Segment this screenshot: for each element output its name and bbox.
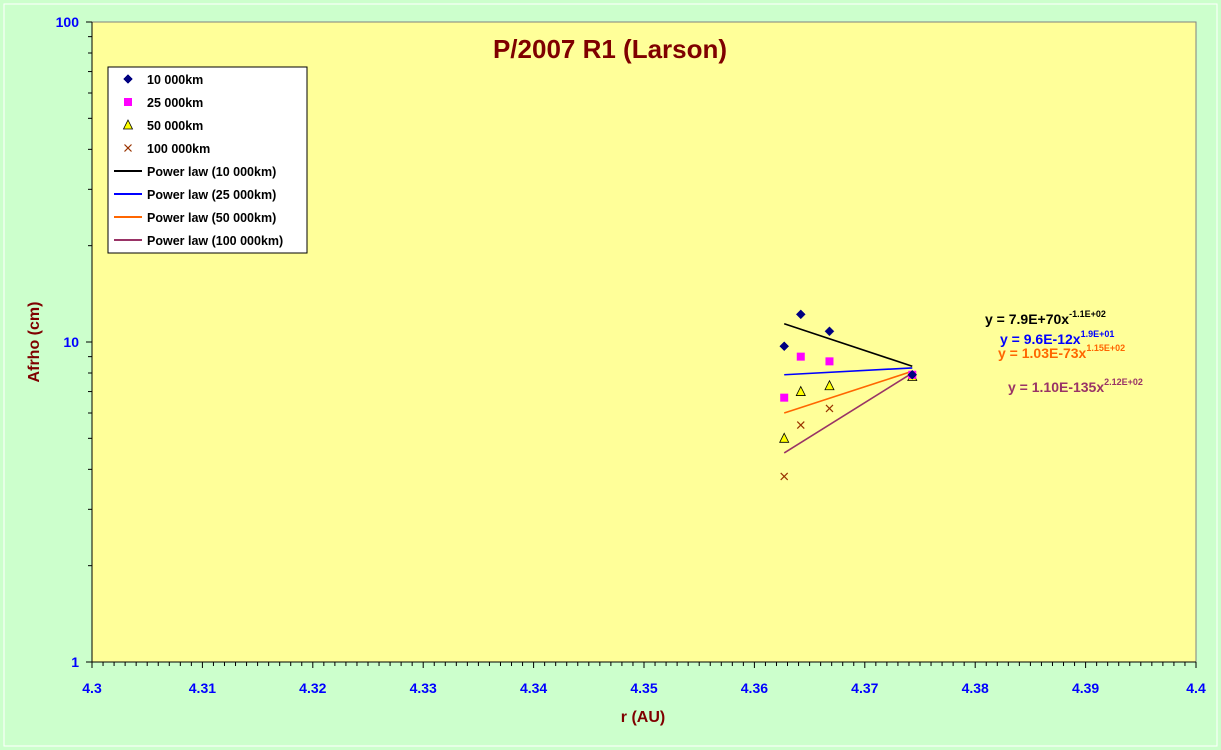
legend-box (107, 66, 308, 254)
data-point (796, 421, 805, 430)
y-tick-label: 1 (71, 654, 79, 670)
data-point (824, 379, 835, 391)
legend-marker (122, 119, 134, 130)
x-tick-label: 4.31 (189, 680, 216, 696)
legend-marker (124, 144, 132, 152)
data-points (779, 309, 918, 481)
data-point (824, 326, 835, 337)
x-tick-label: 4.38 (962, 680, 989, 696)
x-tick-label: 4.32 (299, 680, 326, 696)
y-tick-label: 100 (56, 14, 80, 30)
x-tick-label: 4.4 (1186, 680, 1206, 696)
trendlines (783, 323, 913, 454)
data-point (780, 393, 789, 402)
legend-label: Power law (25 000km) (147, 188, 276, 202)
data-point (795, 385, 806, 396)
x-tick-label: 4.33 (410, 680, 437, 696)
x-tick-label: 4.36 (741, 680, 768, 696)
x-tick-label: 4.37 (851, 680, 878, 696)
data-point (780, 472, 789, 481)
data-point (795, 309, 806, 320)
legend-label: 25 000km (147, 96, 203, 110)
trendline (783, 372, 913, 454)
data-point (779, 341, 790, 352)
legend: 10 000km 25 000km 50 000km 100 000km Power l… (107, 66, 308, 254)
legend-label: Power law (10 000km) (147, 165, 276, 179)
legend-label: Power law (50 000km) (147, 211, 276, 225)
x-tick-label: 4.39 (1072, 680, 1099, 696)
x-tick-label: 4.35 (630, 680, 657, 696)
data-point (907, 369, 918, 380)
trendline (783, 323, 913, 367)
y-tick-label: 10 (63, 334, 79, 350)
trendline-equation: y = 1.03E-73x1.15E+02 (998, 343, 1125, 361)
trendline (783, 370, 913, 414)
data-point (779, 432, 790, 443)
legend-label: 100 000km (147, 142, 210, 156)
y-axis-title: Afrho (cm) (26, 302, 43, 383)
legend-label: 10 000km (147, 73, 203, 87)
chart-title: P/2007 R1 (Larson) (493, 34, 727, 64)
trendline-equation: y = 9.6E-12x1.9E+01 (1000, 329, 1114, 347)
data-point (796, 352, 805, 361)
axes: 4.3 4.31 4.32 4.33 4.34 4.35 4.36 4.37 4.38 4.39 4… (56, 14, 1206, 696)
legend-marker (124, 98, 132, 106)
data-point (825, 357, 834, 366)
legend-label: Power law (100 000km) (147, 234, 283, 248)
trendline-equations: y = 7.9E+70x-1.1E+02y = 9.6E-12x1.9E+01y… (985, 309, 1143, 395)
trendline-equation: y = 1.10E-135x2.12E+02 (1008, 377, 1143, 395)
legend-label: 50 000km (147, 119, 203, 133)
x-tick-label: 4.34 (520, 680, 547, 696)
data-point (825, 404, 834, 413)
legend-marker (123, 74, 133, 84)
x-tick-label: 4.3 (82, 680, 102, 696)
x-axis-title: r (AU) (621, 709, 665, 726)
trendline-equation: y = 7.9E+70x-1.1E+02 (985, 309, 1106, 327)
trendline (784, 367, 913, 376)
